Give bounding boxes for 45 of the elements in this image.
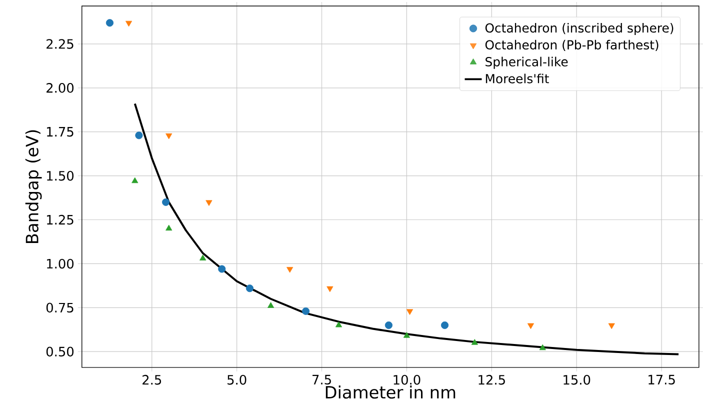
legend-label: Spherical-like — [486, 56, 568, 69]
x-tick-label: 17.5 — [648, 374, 675, 384]
x-tick-label: 10.0 — [394, 374, 420, 385]
point — [440, 321, 449, 329]
x-tick-label: 7.5 — [312, 374, 331, 384]
point — [384, 321, 392, 329]
y-tick-label: 1.00 — [47, 258, 74, 268]
point — [406, 309, 414, 315]
point — [162, 198, 170, 206]
point — [246, 284, 254, 292]
point — [106, 18, 114, 26]
point — [527, 323, 534, 329]
point — [132, 177, 138, 183]
point — [403, 332, 410, 338]
y-tick-label: 2.00 — [46, 82, 74, 93]
point — [335, 321, 342, 328]
x-tick-label: 5.0 — [228, 374, 246, 385]
point — [135, 131, 143, 139]
x-axis-title: Diameter in nm — [326, 385, 456, 398]
point — [302, 307, 310, 315]
legend-label: Octahedron (inscribed sphere) — [485, 22, 674, 35]
x-tick-label: 2.5 — [142, 374, 162, 385]
y-tick-label: 1.50 — [47, 170, 74, 181]
point — [608, 323, 615, 329]
point — [286, 266, 294, 273]
point — [471, 338, 478, 345]
point — [539, 344, 546, 350]
point — [166, 133, 172, 139]
y-tick-label: 0.75 — [46, 302, 74, 312]
y-tick-label: 1.25 — [47, 214, 74, 224]
point — [206, 200, 212, 206]
point — [125, 20, 132, 26]
y-tick-label: 0.50 — [46, 346, 74, 356]
legend-label: Moreels'fit — [486, 74, 549, 84]
point — [200, 254, 206, 260]
point — [326, 286, 334, 292]
x-tick-label: 15.0 — [564, 374, 590, 385]
y-axis-title: Bandgap (eV) — [25, 130, 42, 243]
point — [218, 265, 226, 273]
point — [268, 302, 274, 308]
y-tick-label: 2.25 — [46, 38, 74, 49]
x-tick-label: 12.5 — [478, 374, 505, 385]
y-tick-label: 1.75 — [47, 126, 74, 136]
point — [166, 224, 172, 230]
legend-label: Octahedron (Pb-Pb farthest) — [485, 40, 658, 51]
